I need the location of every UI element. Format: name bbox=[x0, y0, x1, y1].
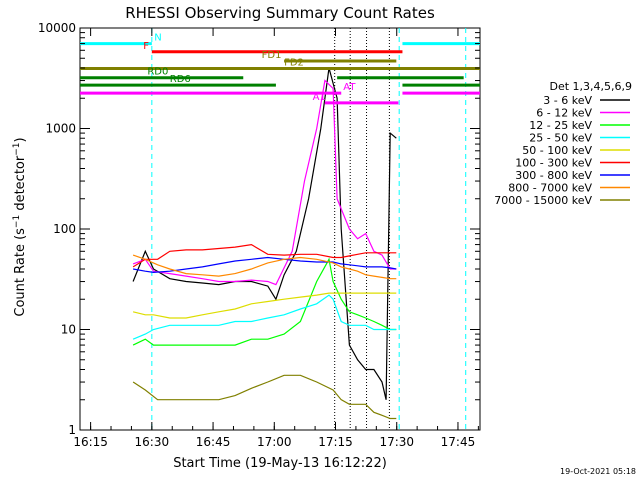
flag-label-5: RD6 bbox=[170, 74, 191, 85]
flag-label-2: FD1 bbox=[262, 50, 282, 61]
flag-label-6: AT bbox=[343, 82, 356, 93]
flag-label-1: F bbox=[143, 41, 149, 52]
y-tick-label-1: 10 bbox=[61, 323, 76, 337]
legend-title: Det 1,3,4,5,6,9 bbox=[549, 80, 632, 93]
y-tick-label-2: 100 bbox=[53, 222, 76, 236]
legend-label-2: 12 - 25 keV bbox=[529, 119, 592, 132]
series-line-5 bbox=[132, 243, 397, 268]
x-tick-label-5: 17:30 bbox=[379, 435, 414, 449]
legend-label-8: 7000 - 15000 keV bbox=[494, 194, 592, 207]
legend-label-0: 3 - 6 keV bbox=[543, 94, 592, 107]
x-tick-label-1: 16:30 bbox=[135, 435, 170, 449]
legend-label-5: 100 - 300 keV bbox=[515, 157, 592, 170]
series-line-8 bbox=[132, 374, 397, 420]
x-tick-label-2: 16:45 bbox=[196, 435, 231, 449]
legend-label-1: 6 - 12 keV bbox=[536, 107, 592, 120]
legend-label-7: 800 - 7000 keV bbox=[508, 182, 592, 195]
x-tick-label-6: 17:45 bbox=[441, 435, 476, 449]
series-line-2 bbox=[132, 257, 397, 346]
series-line-6 bbox=[132, 256, 397, 274]
chart-title: RHESSI Observing Summary Count Rates bbox=[125, 4, 435, 22]
legend-label-6: 300 - 800 keV bbox=[515, 169, 592, 182]
y-tick-label-3: 1000 bbox=[45, 122, 76, 136]
y-axis-label: Count Rate (s−1 detector−1) bbox=[12, 137, 28, 316]
y-axis-label-main: Count Rate (s bbox=[13, 228, 28, 317]
axes: 16:15 16:30 16:45 17:00 17:15 17:30 17:45 1 10 10… bbox=[38, 21, 480, 449]
legend-label-4: 50 - 100 keV bbox=[522, 144, 592, 157]
legend-label-3: 25 - 50 keV bbox=[529, 132, 592, 145]
x-tick-label-3: 17:00 bbox=[257, 435, 292, 449]
flag-label-7: A1 bbox=[313, 92, 326, 103]
x-tick-label-0: 16:15 bbox=[73, 435, 108, 449]
series-line-1 bbox=[132, 79, 397, 286]
series-line-3 bbox=[132, 294, 397, 340]
series-line-0 bbox=[132, 67, 397, 400]
time-markers bbox=[151, 28, 467, 430]
y-axis-label-mid: detector bbox=[13, 155, 28, 215]
y-tick-label-0: 1 bbox=[68, 423, 76, 437]
series-line-7 bbox=[132, 254, 397, 280]
y-axis-label-end: ) bbox=[13, 137, 28, 142]
x-tick-label-4: 17:15 bbox=[318, 435, 353, 449]
series-line-4 bbox=[132, 292, 397, 319]
y-axis-label-sup-1: −1 bbox=[12, 215, 22, 228]
flag-label-4: RD0 bbox=[147, 67, 168, 78]
flag-label-0: N bbox=[154, 33, 161, 44]
x-axis-label: Start Time (19-May-13 16:12:22) bbox=[173, 456, 387, 471]
flag-label-3: FD2 bbox=[284, 58, 304, 69]
footer-timestamp: 19-Oct-2021 05:18 bbox=[560, 467, 636, 476]
y-tick-label-4: 10000 bbox=[38, 21, 76, 35]
y-axis-label-sup-2: −1 bbox=[12, 142, 22, 155]
series-lines bbox=[132, 67, 397, 420]
